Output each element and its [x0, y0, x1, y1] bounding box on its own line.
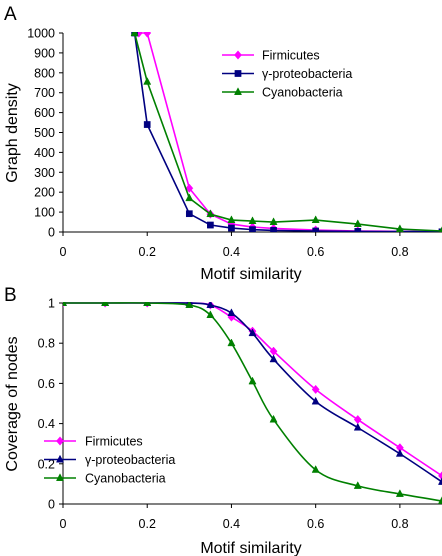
data-point-2-2	[185, 193, 194, 202]
data-point-2-0	[130, 32, 139, 36]
y-tick-label: 700	[34, 86, 55, 100]
legend-label-1: γ-proteobacteria	[262, 67, 352, 81]
plot-area	[130, 32, 442, 232]
y-tick-label: 100	[34, 206, 55, 220]
data-point-2-1	[101, 302, 110, 306]
data-point-2-6	[248, 376, 257, 385]
data-point-2-1	[143, 77, 152, 85]
legend-marker-1	[55, 454, 65, 463]
y-tick-label: 600	[34, 106, 55, 120]
data-point-0-9	[353, 414, 362, 425]
x-tick-label: 0.8	[391, 517, 408, 531]
y-axis-title: Coverage of nodes	[4, 336, 21, 471]
panel-label: B	[4, 285, 17, 306]
x-axis-title: Motif similarity	[200, 540, 301, 556]
legend: Firmicutes γ-proteobacteria Cyanobacteria	[222, 49, 352, 100]
data-point-1-1	[143, 121, 151, 128]
data-point-2-3	[185, 302, 194, 308]
legend-label-0: Firmicutes	[262, 49, 320, 63]
data-point-1-7	[312, 227, 320, 232]
data-point-0-8	[311, 384, 320, 395]
y-tick-label: 0.8	[38, 337, 55, 351]
x-tick-label: 0.6	[307, 245, 324, 259]
data-point-1-6	[248, 328, 257, 337]
data-point-1-7	[269, 354, 278, 363]
x-tick-label: 0.4	[223, 245, 240, 259]
legend: Firmicutes γ-proteobacteria Cyanobacteria	[44, 435, 175, 486]
y-tick-label: 900	[34, 46, 55, 60]
y-tick-label: 0.4	[38, 417, 55, 431]
legend-marker-0	[56, 436, 64, 446]
data-point-2-0	[63, 302, 68, 306]
data-point-2-10	[395, 489, 404, 497]
data-point-2-7	[269, 414, 278, 423]
data-point-1-4	[206, 302, 215, 308]
y-tick-label: 0.2	[38, 457, 55, 471]
data-point-2-5	[248, 216, 257, 225]
data-point-2-4	[206, 310, 215, 319]
plot-area	[63, 302, 442, 504]
legend-label-0: Firmicutes	[85, 435, 143, 449]
y-tick-label: 1	[48, 297, 55, 311]
data-point-2-9	[395, 224, 404, 232]
chart-panel-B: 0 0.2 0.4 0.6 0.8 1 0 0.2 0.4 0.6 0.8 Motif similar…	[4, 285, 442, 556]
data-point-2-2	[143, 302, 152, 306]
data-point-1-8	[311, 396, 320, 405]
data-point-2-8	[353, 219, 362, 227]
legend-marker-2	[55, 473, 65, 481]
data-point-1-10	[395, 449, 404, 457]
x-tick-label: 0	[60, 517, 67, 531]
legend-label-2: Cyanobacteria	[85, 472, 166, 486]
data-point-1-2	[185, 210, 193, 218]
legend-label-1: γ-proteobacteria	[85, 453, 175, 467]
x-tick-label: 0.8	[391, 245, 408, 259]
legend-marker-0	[234, 50, 242, 60]
y-tick-label: 300	[34, 166, 55, 180]
y-tick-label: 0.6	[38, 377, 55, 391]
data-point-1-9	[353, 422, 362, 431]
y-tick-label: 500	[34, 126, 55, 140]
legend-marker-2	[233, 87, 243, 95]
data-point-2-7	[311, 215, 320, 224]
y-tick-label: 200	[34, 186, 55, 200]
y-tick-label: 400	[34, 146, 55, 160]
panel-label: A	[4, 4, 17, 25]
data-point-2-11	[437, 496, 442, 504]
data-point-1-8	[354, 228, 362, 232]
series-line-2	[133, 32, 442, 232]
data-point-1-11	[437, 477, 442, 485]
chart-panel-A: 0 100 200 300 400 500 600 700 800 900 1000 0 0.2 0.4 0…	[4, 4, 442, 283]
data-point-1-3	[207, 221, 214, 229]
data-point-2-3	[206, 209, 215, 218]
x-tick-label: 0.2	[139, 245, 156, 259]
data-point-2-5	[227, 338, 236, 347]
data-point-1-5	[249, 226, 256, 232]
y-tick-label: 0	[48, 498, 55, 512]
legend-label-2: Cyanobacteria	[262, 86, 343, 100]
data-point-1-6	[270, 227, 277, 232]
y-tick-label: 800	[34, 66, 55, 80]
data-point-2-9	[353, 481, 362, 489]
x-tick-label: 0.2	[139, 517, 156, 531]
y-tick-label: 0	[48, 226, 55, 240]
data-point-0-2	[185, 183, 194, 193]
y-axis-title: Graph density	[4, 83, 21, 183]
data-point-0-1	[143, 32, 152, 38]
data-point-1-5	[227, 308, 236, 316]
data-point-2-4	[227, 215, 236, 224]
data-point-1-4	[228, 224, 235, 232]
series-line-1	[133, 32, 442, 232]
legend-marker-1	[234, 70, 242, 77]
data-point-2-8	[311, 465, 320, 473]
data-point-2-10	[439, 226, 442, 232]
y-tick-label: 1000	[27, 27, 55, 41]
x-tick-label: 0.6	[307, 517, 324, 531]
x-tick-label: 0	[60, 245, 67, 259]
x-axis-title: Motif similarity	[200, 266, 301, 283]
x-tick-label: 0.4	[223, 517, 240, 531]
data-point-2-6	[269, 217, 278, 225]
data-point-0-11	[438, 471, 442, 481]
